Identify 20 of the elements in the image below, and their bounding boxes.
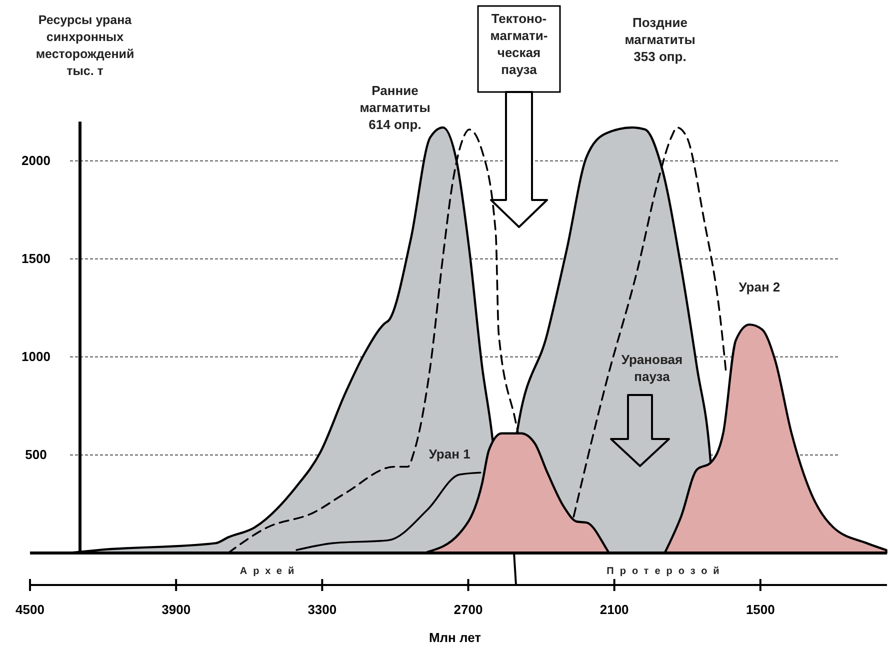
x-tick-label: 3300 bbox=[308, 602, 337, 618]
y-tick-label: 2000 bbox=[22, 153, 50, 168]
y-axis-title: Ресурсы урана синхронных месторождений тыс. т bbox=[36, 13, 134, 78]
x-tick-label: 2700 bbox=[454, 602, 483, 618]
text: Тектоно- магмати- ческая пауза bbox=[490, 11, 548, 77]
x-tick-label: 2100 bbox=[600, 602, 629, 618]
x-tick-label: 1500 bbox=[746, 602, 775, 618]
x-tick-label: 4500 bbox=[16, 602, 44, 618]
text: Уран 2 bbox=[738, 280, 780, 295]
series-label: Уран 1 bbox=[428, 446, 470, 462]
y-tick-label: 500 bbox=[25, 447, 47, 462]
x-tick-label: 3900 bbox=[162, 602, 191, 618]
text: Поздние магматиты 353 опр. bbox=[624, 15, 696, 64]
text: Протерозой bbox=[606, 566, 726, 577]
y-tick-label: 1500 bbox=[22, 251, 50, 266]
x-axis-title: Млн лет bbox=[428, 630, 482, 645]
annotation: Ранние магматиты 614 опр. bbox=[360, 83, 430, 132]
annotation: Урановая пауза bbox=[621, 352, 683, 384]
text: Архей bbox=[240, 566, 300, 577]
y-tick-label: 1000 bbox=[22, 349, 50, 364]
